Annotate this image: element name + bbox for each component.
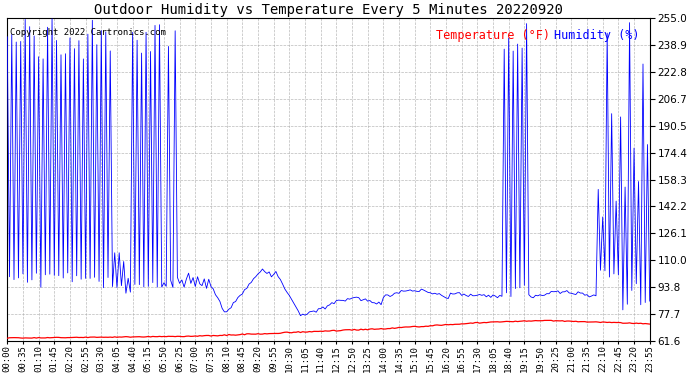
Title: Outdoor Humidity vs Temperature Every 5 Minutes 20220920: Outdoor Humidity vs Temperature Every 5 … [94, 3, 563, 17]
Text: Copyright 2022 Cartronics.com: Copyright 2022 Cartronics.com [10, 28, 166, 37]
Legend: Temperature (°F), Humidity (%): Temperature (°F), Humidity (%) [431, 24, 644, 46]
